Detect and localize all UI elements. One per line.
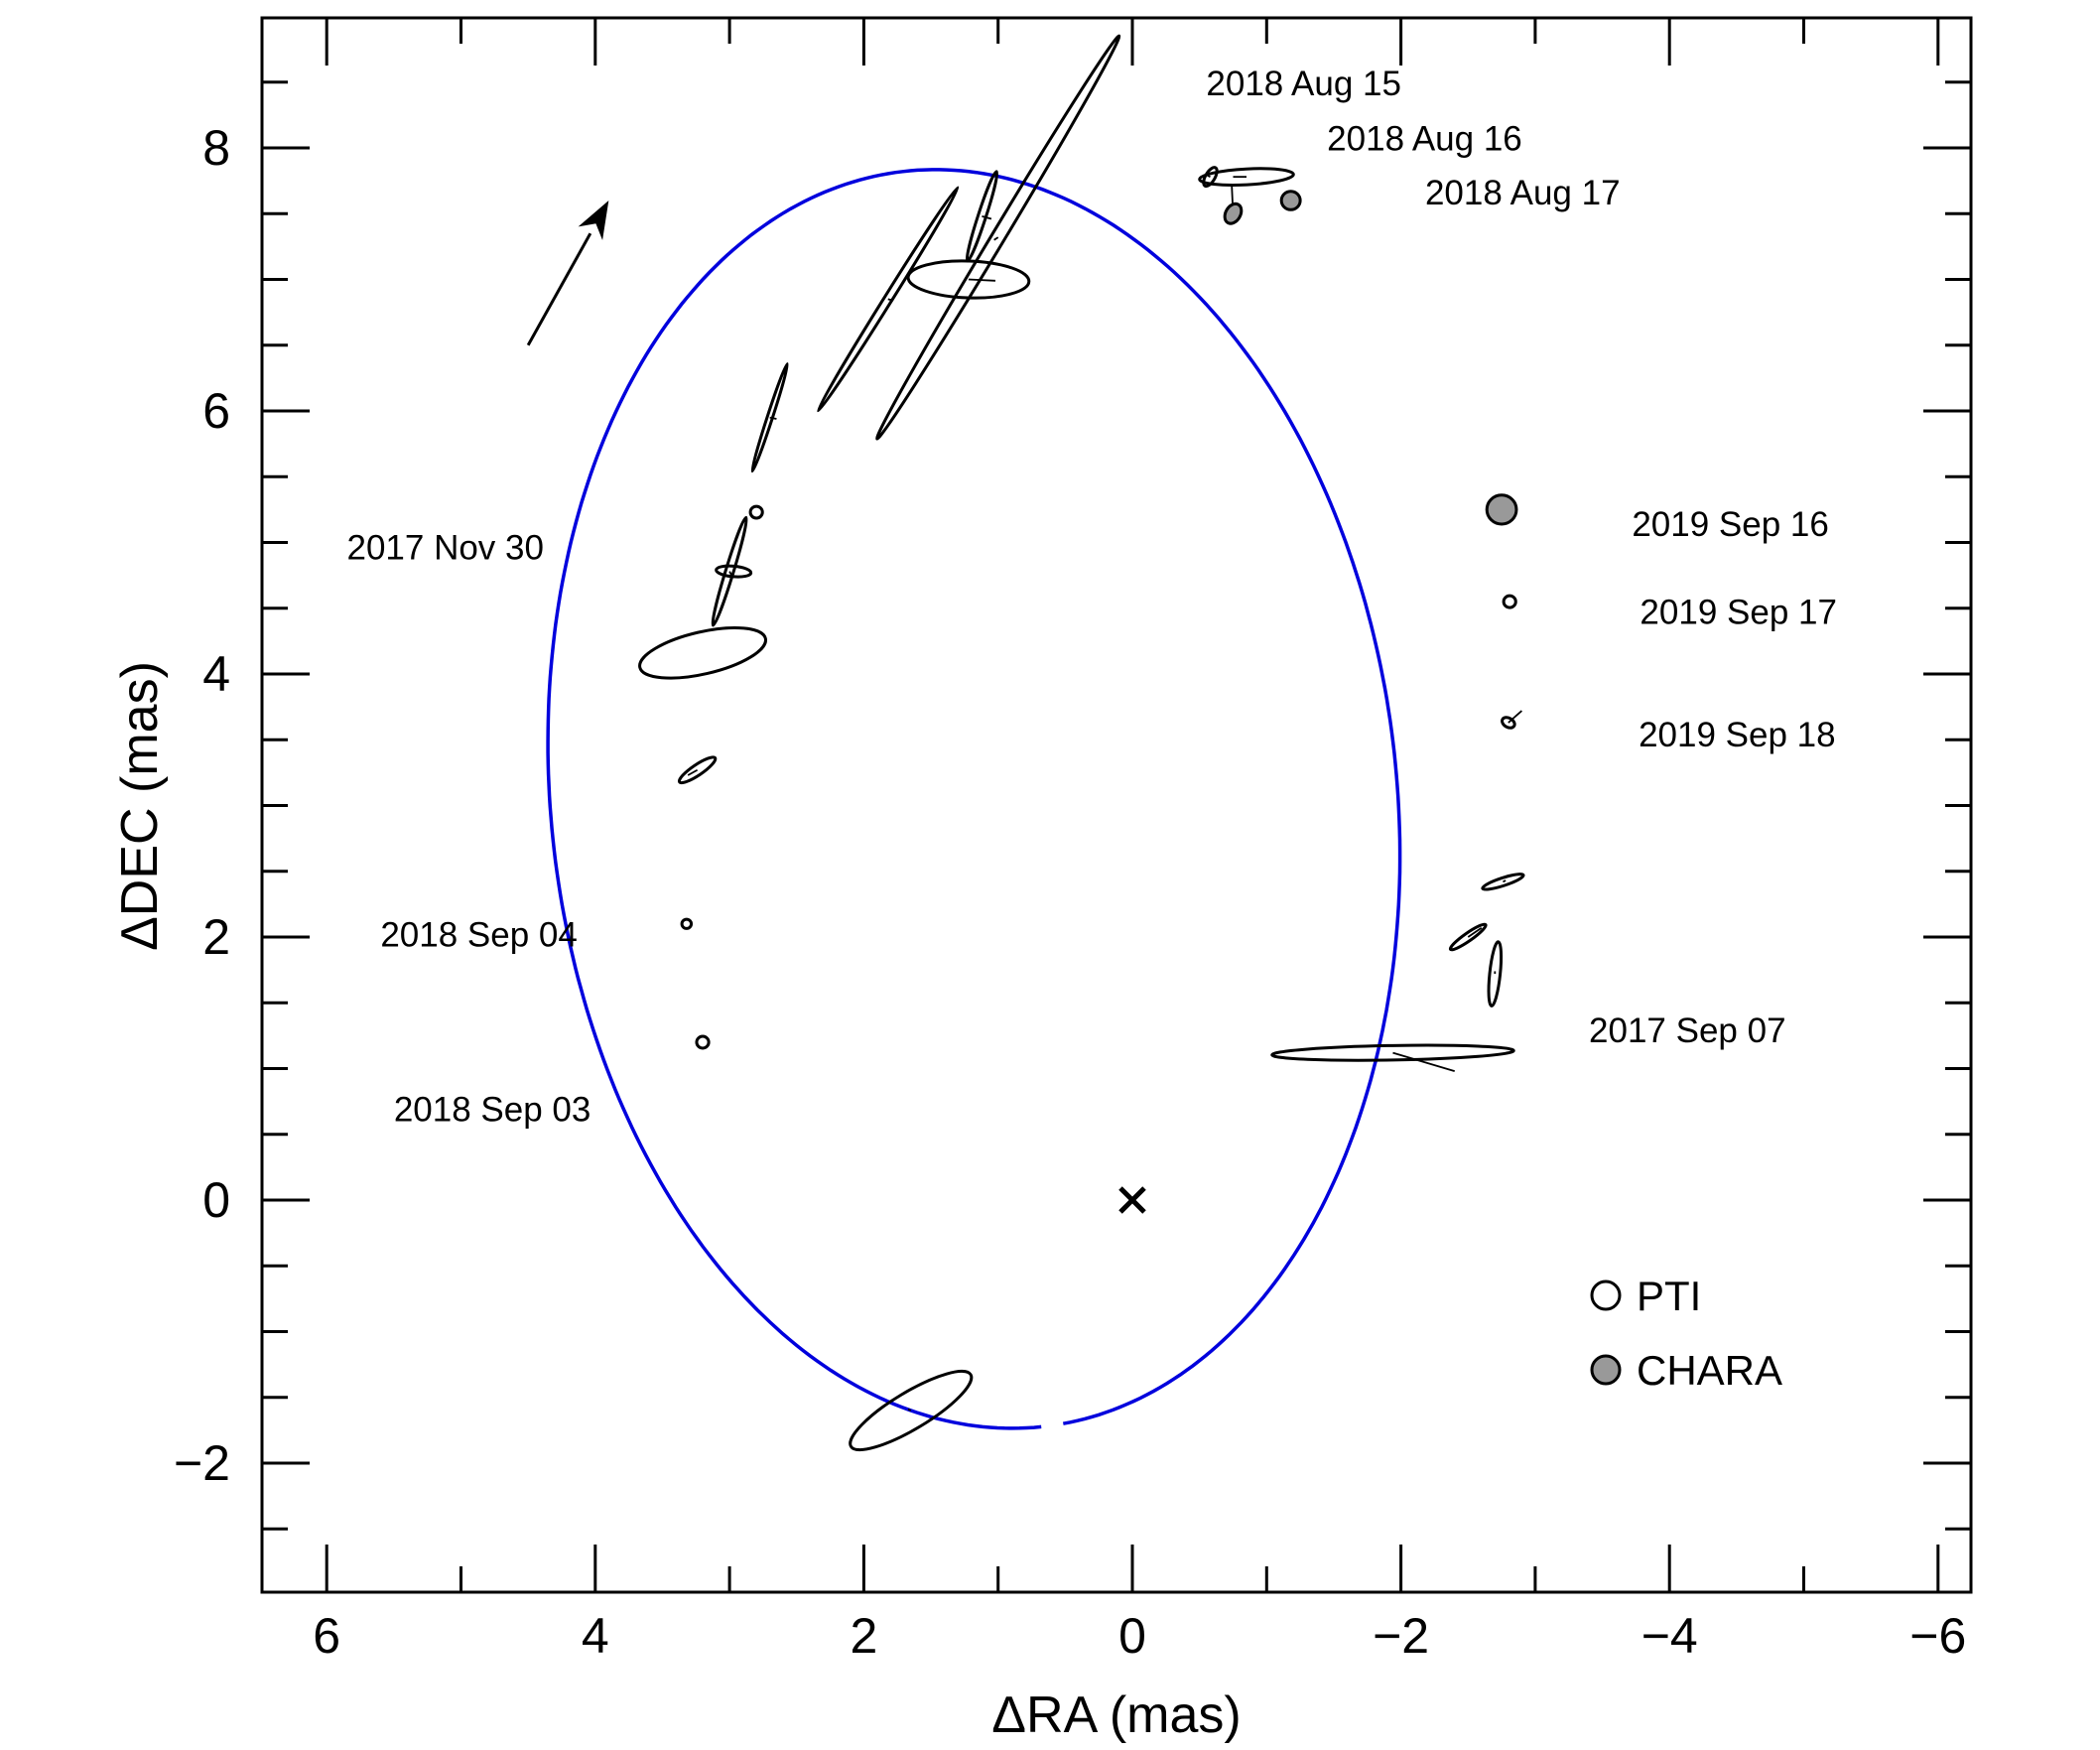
error-ellipse	[1487, 940, 1504, 1008]
legend-label-chara: CHARA	[1637, 1347, 1782, 1394]
error-ellipse	[677, 755, 718, 785]
y-tick-labels: −2 0 2 4 6 8	[174, 120, 230, 1491]
residual-line	[1503, 879, 1507, 883]
x-tick-label: −2	[1373, 1608, 1429, 1664]
error-ellipse	[1448, 922, 1488, 952]
date-label: 2019 Sep 18	[1639, 716, 1836, 754]
residual-line	[968, 278, 996, 282]
motion-arrow	[526, 201, 609, 346]
residual-line	[1508, 710, 1522, 724]
error-ellipse	[715, 564, 753, 579]
error-ellipse	[695, 1034, 711, 1050]
error-ellipse	[849, 1369, 974, 1452]
legend: PTI CHARA	[1590, 1273, 1782, 1394]
date-label: 2018 Aug 17	[1425, 174, 1621, 212]
series-chara	[1223, 185, 1518, 526]
date-label: 2019 Sep 16	[1632, 505, 1829, 544]
x-tick-label: 6	[313, 1608, 340, 1664]
motion-arrow-head	[578, 201, 609, 241]
date-label: 2018 Aug 15	[1206, 65, 1401, 103]
error-ellipse	[1279, 190, 1302, 211]
error-ellipse	[1481, 873, 1525, 891]
error-ellipse	[1485, 493, 1518, 526]
error-ellipse	[1502, 594, 1517, 609]
date-label: 2018 Sep 03	[394, 1091, 591, 1130]
error-ellipse	[680, 917, 694, 930]
legend-marker-pti	[1590, 1279, 1622, 1311]
x-tick-label: 2	[850, 1608, 877, 1664]
orbit-layer	[546, 168, 1402, 1430]
y-tick-label: 8	[202, 120, 230, 176]
plot-frame	[260, 16, 1973, 1594]
primary-star-marker	[1118, 1186, 1146, 1214]
legend-marker-chara	[1590, 1354, 1622, 1386]
primary-marker-stroke	[1118, 1186, 1146, 1214]
error-ellipse	[711, 515, 748, 627]
residual-line	[993, 236, 999, 241]
error-ellipse	[638, 625, 767, 680]
orbit-path	[546, 168, 1402, 1430]
y-tick-label: 0	[202, 1172, 230, 1228]
x-axis-title: ΔRA (mas)	[991, 1686, 1241, 1744]
series-unlabeled	[680, 504, 1522, 1050]
y-tick-label: −2	[174, 1435, 230, 1491]
error-ellipse	[875, 34, 1121, 441]
series-pti	[638, 34, 1525, 1452]
date-label: 2017 Nov 30	[346, 529, 543, 568]
legend-label-pti: PTI	[1637, 1273, 1701, 1319]
y-tick-label: 4	[202, 646, 230, 702]
date-label: 2017 Sep 07	[1589, 1011, 1786, 1050]
error-ellipse	[816, 186, 960, 413]
date-annotations: 2018 Aug 15 2018 Aug 16 2018 Aug 17 2019 Se…	[346, 65, 1836, 1130]
error-ellipse	[1223, 202, 1244, 225]
points-layer	[638, 34, 1525, 1452]
error-ellipse	[1198, 167, 1295, 187]
date-label: 2019 Sep 17	[1640, 594, 1837, 632]
error-ellipse	[750, 362, 789, 473]
error-ellipse	[965, 170, 999, 263]
x-tick-label: 0	[1118, 1608, 1146, 1664]
residual-line	[907, 1408, 912, 1412]
axis-ticks	[262, 18, 1971, 1592]
date-label: 2018 Aug 16	[1327, 120, 1522, 159]
motion-arrow-shaft	[526, 232, 592, 346]
error-ellipse	[1270, 1043, 1515, 1062]
x-tick-label: 4	[582, 1608, 609, 1664]
residual-line	[1467, 926, 1483, 938]
residual-line	[687, 768, 699, 776]
error-ellipse	[748, 504, 764, 520]
x-tick-label: −6	[1909, 1608, 1966, 1664]
y-axis-title: ΔDEC (mas)	[111, 661, 169, 951]
y-tick-label: 2	[202, 909, 230, 965]
x-tick-label: −4	[1641, 1608, 1698, 1664]
x-tick-labels: 6 4 2 0 −2 −4 −6	[313, 1608, 1966, 1664]
date-label: 2018 Sep 04	[380, 915, 578, 954]
error-ellipse	[1501, 716, 1516, 730]
residual-line	[1392, 1051, 1455, 1073]
y-tick-label: 6	[202, 383, 230, 439]
